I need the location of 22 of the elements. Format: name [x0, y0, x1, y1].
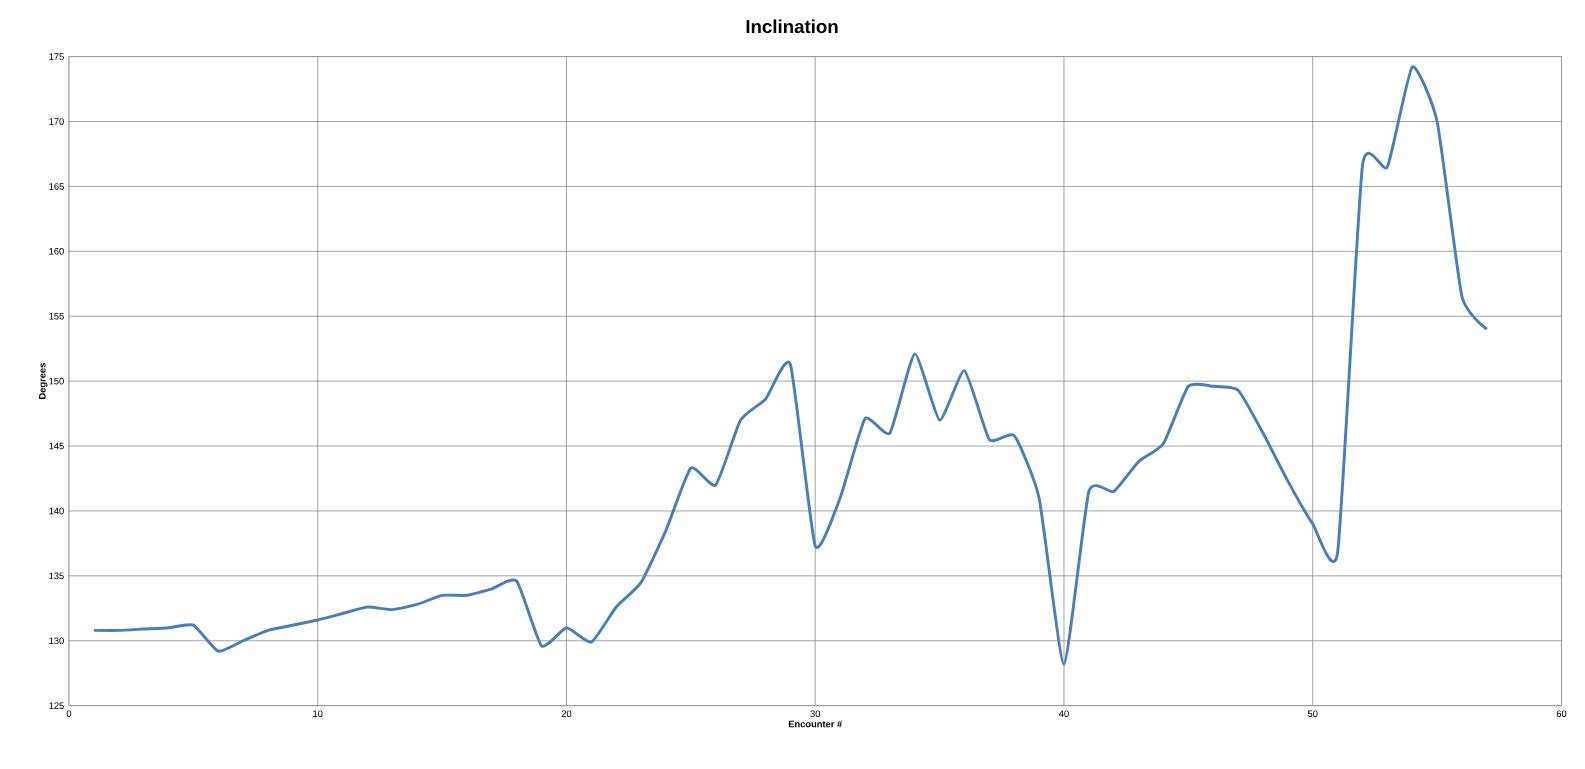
- x-tick-label: 30: [810, 710, 821, 717]
- y-tick-label: 130: [49, 637, 64, 645]
- x-tick-label: 0: [66, 710, 72, 717]
- x-tick-label: 20: [561, 710, 572, 717]
- y-tick-label: 145: [49, 442, 64, 450]
- y-tick-label: 155: [49, 312, 64, 320]
- y-tick-label: 165: [49, 183, 64, 190]
- y-tick-label: 160: [49, 248, 64, 255]
- y-tick-label: 170: [49, 118, 64, 125]
- x-tick-label: 10: [313, 710, 323, 717]
- x-tick-label: 60: [1556, 710, 1567, 717]
- x-tick-label: 50: [1307, 710, 1318, 717]
- y-tick-label: 140: [49, 507, 64, 515]
- x-axis-title: Encounter #: [788, 720, 843, 728]
- y-tick-label: 150: [49, 377, 64, 385]
- y-tick-label: 125: [49, 702, 64, 709]
- y-axis-title: Degrees: [39, 363, 48, 399]
- line-series: [92, 65, 1489, 666]
- x-tick-label: 40: [1059, 710, 1069, 717]
- y-tick-label: 135: [49, 572, 64, 580]
- chart-title: Inclination: [746, 19, 838, 34]
- y-tick-label: 175: [49, 53, 64, 60]
